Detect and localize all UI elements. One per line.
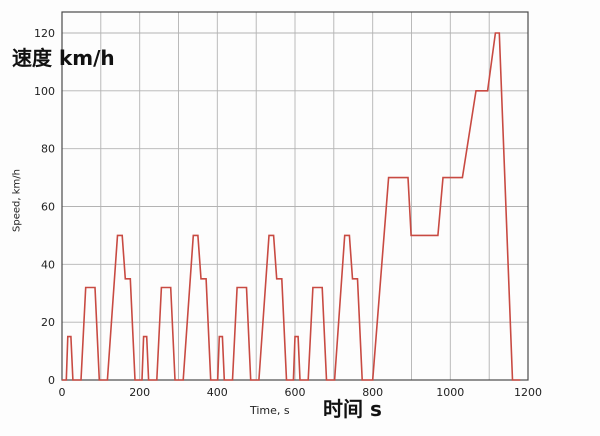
x-tick-label: 1000 (436, 386, 464, 399)
y-tick-label: 0 (48, 374, 55, 387)
x-axis-label-cn: 时间 s (323, 397, 382, 421)
x-tick-label: 1200 (514, 386, 542, 399)
x-tick-label: 0 (59, 386, 66, 399)
plot-border (61, 11, 529, 381)
x-tick-label: 200 (129, 386, 150, 399)
x-axis-label-en: Time, s (250, 404, 290, 417)
y-tick-label: 60 (41, 201, 55, 214)
y-tick-label: 20 (41, 316, 55, 329)
y-axis-label-cn: 速度 km/h (12, 46, 115, 70)
speed-curve (62, 32, 521, 381)
y-tick-label: 80 (41, 143, 55, 156)
y-tick-label: 100 (34, 85, 55, 98)
y-tick-label: 120 (34, 27, 55, 40)
x-tick-label: 400 (207, 386, 228, 399)
y-tick-label: 40 (41, 258, 55, 271)
y-axis-label-en: Speed, km/h (11, 169, 23, 232)
x-tick-label: 800 (362, 386, 383, 399)
x-tick-label: 600 (285, 386, 306, 399)
